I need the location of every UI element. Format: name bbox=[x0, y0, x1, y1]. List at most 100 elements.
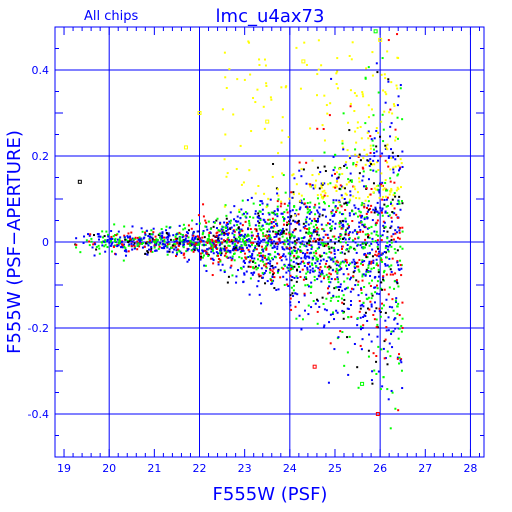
data-point bbox=[274, 256, 277, 259]
data-point bbox=[323, 245, 326, 248]
data-point bbox=[333, 214, 336, 217]
data-point bbox=[163, 240, 166, 243]
data-point bbox=[316, 278, 319, 281]
data-point bbox=[355, 165, 358, 168]
data-point bbox=[280, 266, 283, 269]
data-point bbox=[360, 204, 363, 207]
data-point bbox=[292, 219, 295, 222]
data-point bbox=[337, 299, 340, 302]
data-point bbox=[311, 246, 314, 249]
data-point bbox=[368, 244, 371, 247]
data-point bbox=[357, 386, 360, 389]
data-point bbox=[160, 228, 163, 231]
data-point bbox=[382, 304, 385, 307]
data-point bbox=[309, 185, 312, 188]
data-point bbox=[313, 254, 316, 257]
data-point bbox=[82, 241, 85, 244]
data-point bbox=[373, 155, 376, 158]
data-point bbox=[262, 250, 265, 253]
data-point bbox=[273, 212, 276, 215]
data-point bbox=[310, 286, 313, 289]
data-point bbox=[401, 118, 404, 121]
data-point bbox=[362, 301, 365, 304]
data-point bbox=[359, 159, 362, 162]
data-point bbox=[384, 338, 387, 341]
data-point bbox=[256, 215, 259, 218]
data-point bbox=[237, 269, 240, 272]
data-point bbox=[332, 246, 335, 249]
data-point bbox=[393, 280, 396, 283]
data-point bbox=[369, 161, 372, 164]
data-point bbox=[287, 204, 290, 207]
data-point bbox=[297, 263, 300, 266]
data-point bbox=[261, 256, 264, 259]
data-point bbox=[388, 286, 391, 289]
data-point bbox=[377, 184, 380, 187]
data-point bbox=[394, 229, 397, 232]
data-point bbox=[399, 264, 402, 267]
data-point bbox=[383, 73, 386, 76]
data-point bbox=[369, 262, 372, 265]
data-point bbox=[257, 232, 260, 235]
data-point bbox=[277, 229, 280, 232]
data-point bbox=[191, 219, 194, 222]
data-point bbox=[281, 241, 284, 244]
data-point bbox=[335, 295, 338, 298]
data-point bbox=[114, 253, 117, 256]
data-point bbox=[288, 247, 291, 250]
data-point bbox=[352, 163, 355, 166]
data-point bbox=[295, 46, 298, 49]
data-point bbox=[333, 213, 336, 216]
data-point bbox=[342, 317, 345, 320]
data-point bbox=[179, 236, 182, 239]
data-point bbox=[362, 247, 365, 250]
data-point bbox=[251, 260, 254, 263]
data-point bbox=[122, 259, 125, 262]
data-point bbox=[337, 249, 340, 252]
data-point bbox=[335, 190, 338, 193]
data-point bbox=[336, 70, 339, 73]
data-point bbox=[237, 236, 240, 239]
data-point bbox=[232, 230, 235, 233]
data-point bbox=[326, 266, 329, 269]
data-point bbox=[262, 260, 265, 263]
data-point bbox=[297, 220, 300, 223]
data-point bbox=[343, 364, 346, 367]
data-point bbox=[172, 234, 175, 237]
data-point bbox=[320, 64, 323, 67]
data-point bbox=[325, 260, 328, 263]
data-point bbox=[262, 235, 265, 238]
data-point bbox=[270, 221, 273, 224]
data-point bbox=[384, 181, 387, 184]
data-point bbox=[101, 230, 104, 233]
data-point bbox=[122, 243, 125, 246]
data-point bbox=[306, 266, 309, 269]
data-point bbox=[310, 222, 313, 225]
data-point bbox=[316, 247, 319, 250]
data-point bbox=[367, 104, 370, 107]
data-point bbox=[291, 231, 294, 234]
data-point bbox=[362, 170, 365, 173]
data-point bbox=[338, 199, 341, 202]
data-point bbox=[216, 217, 219, 220]
data-point bbox=[277, 268, 280, 271]
data-point bbox=[373, 211, 376, 214]
data-point bbox=[371, 294, 374, 297]
data-point bbox=[304, 276, 307, 279]
data-point bbox=[387, 329, 390, 332]
data-point bbox=[371, 370, 374, 373]
data-point bbox=[111, 241, 114, 244]
data-point bbox=[384, 179, 387, 182]
data-point bbox=[262, 254, 265, 257]
data-point bbox=[316, 298, 319, 301]
data-point bbox=[381, 207, 384, 210]
data-point bbox=[351, 231, 354, 234]
data-point bbox=[356, 191, 359, 194]
data-point bbox=[384, 211, 387, 214]
data-point bbox=[178, 231, 181, 234]
data-point bbox=[336, 271, 339, 274]
data-point bbox=[256, 235, 259, 238]
data-point bbox=[97, 235, 100, 238]
data-point bbox=[165, 225, 168, 228]
data-point bbox=[145, 229, 148, 232]
